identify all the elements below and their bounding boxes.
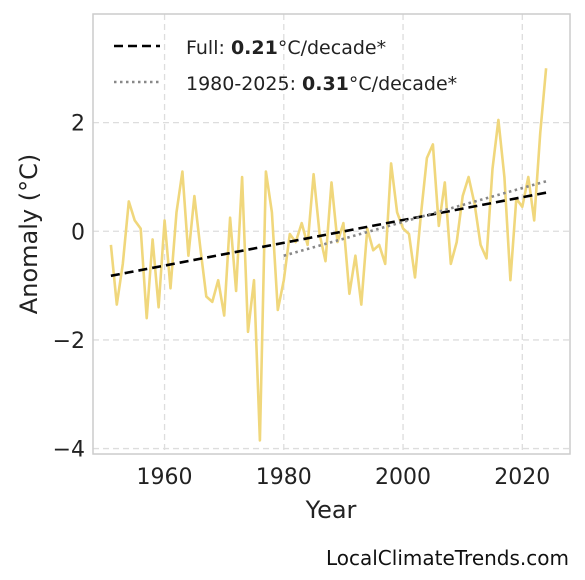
x-axis: 1960 1980 2000 2020 (137, 465, 551, 490)
legend-label: Full: (186, 37, 231, 59)
x-tick-label: 1960 (137, 465, 193, 490)
plot-frame (92, 13, 571, 455)
y-axis-label: Anomaly (°C) (15, 154, 43, 314)
legend-label: 1980-2025: (186, 73, 302, 95)
x-tick-label: 2020 (494, 465, 550, 490)
legend-unit: °C/decade* (278, 37, 386, 59)
legend-entry: Full: 0.21°C/decade* (186, 37, 386, 59)
legend-rate: 0.31 (302, 73, 349, 95)
x-axis-label: Year (305, 496, 357, 524)
trend-line-dashed (110, 191, 547, 278)
anomaly-series-line (109, 68, 548, 442)
legend-rate: 0.21 (231, 37, 278, 59)
y-tick-label: −2 (53, 329, 85, 354)
y-axis: −4 −2 0 2 (53, 112, 85, 463)
y-tick-label: −4 (53, 438, 85, 463)
x-tick-label: 2000 (375, 465, 431, 490)
y-tick-label: 2 (71, 112, 85, 137)
legend-entry: 1980-2025: 0.31°C/decade* (186, 73, 457, 95)
legend: Full: 0.21°C/decade*1980-2025: 0.31°C/de… (114, 37, 457, 95)
series-group (109, 68, 548, 442)
legend-unit: °C/decade* (349, 73, 457, 95)
source-credit: LocalClimateTrends.com (325, 546, 569, 570)
x-tick-label: 1980 (256, 465, 312, 490)
y-tick-label: 0 (71, 220, 85, 245)
